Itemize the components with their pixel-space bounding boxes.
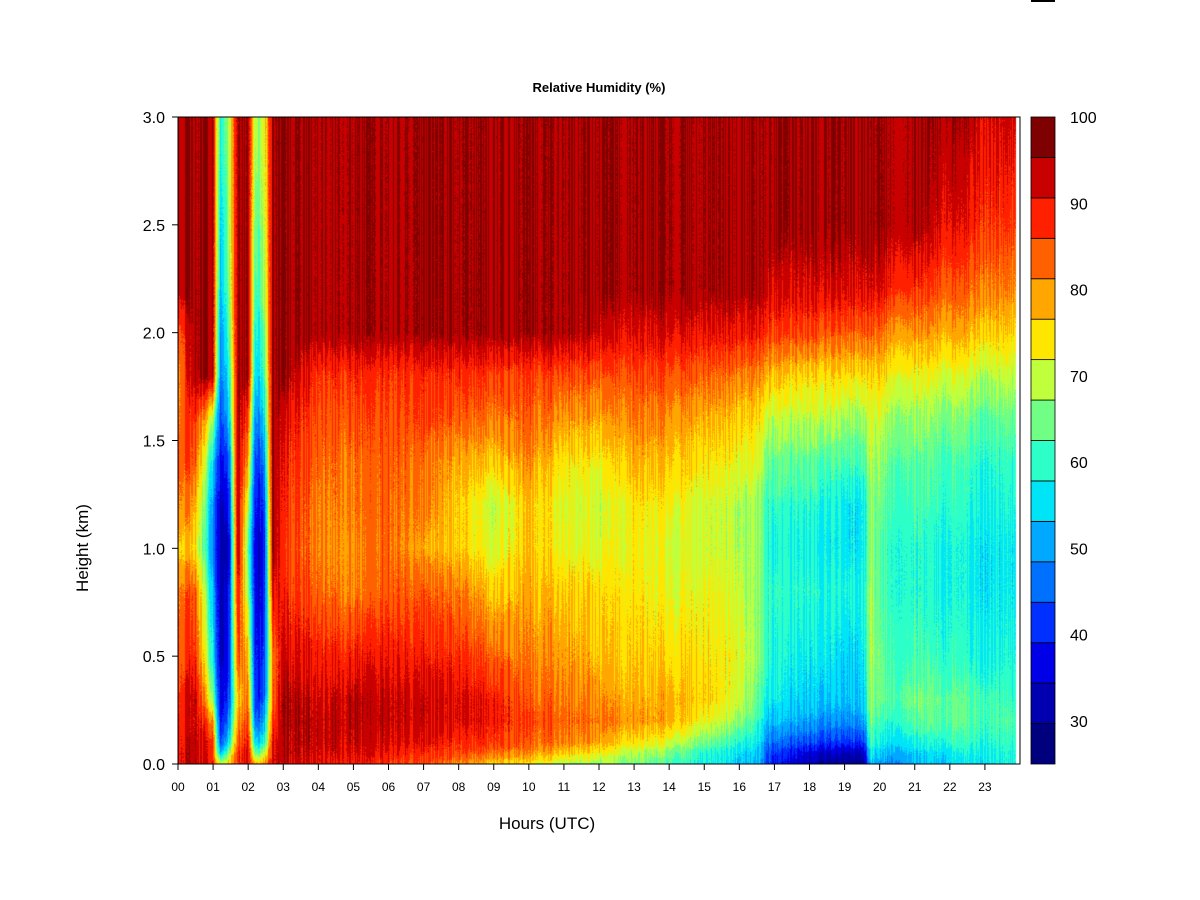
x-tick-label: 19 <box>838 780 852 794</box>
x-tick-label: 15 <box>698 780 712 794</box>
x-tick-label: 03 <box>277 780 291 794</box>
colorbar-swatch <box>1030 157 1056 199</box>
x-tick-label: 05 <box>347 780 361 794</box>
colorbar-swatch <box>1030 116 1056 158</box>
colorbar-swatch <box>1030 318 1056 361</box>
y-axis: 0.0 0.5 1.0 1.5 2.0 2.5 3.0 <box>143 110 178 774</box>
x-tick-label: 21 <box>908 780 922 794</box>
colorbar-swatch <box>1030 561 1056 603</box>
x-tick-label: 14 <box>662 780 676 794</box>
colorbar-swatch <box>1030 237 1056 280</box>
x-tick-label: 07 <box>417 780 431 794</box>
colorbar-swatch <box>1030 278 1056 320</box>
colorbar-swatch <box>1030 520 1056 563</box>
colorbar-tick-label: 90 <box>1070 196 1088 213</box>
colorbar-tick-label: 30 <box>1070 714 1088 731</box>
colorbar-swatch <box>1030 723 1056 765</box>
colorbar-tick-label: 80 <box>1070 283 1088 300</box>
chart-title: Relative Humidity (%) <box>533 80 666 95</box>
x-tick-label: 22 <box>943 780 957 794</box>
y-tick-label: 0.5 <box>143 649 165 666</box>
x-tick-label: 23 <box>978 780 992 794</box>
x-tick-label: 08 <box>452 780 466 794</box>
x-axis: 00 01 02 03 04 05 06 07 08 09 10 11 12 13 14 15 16 17 18 19… <box>171 764 992 794</box>
colorbar-swatch <box>1030 642 1056 684</box>
colorbar-swatch <box>1030 480 1056 522</box>
colorbar-swatch <box>1030 359 1056 401</box>
y-tick-label: 3.0 <box>143 110 165 127</box>
y-tick-label: 2.0 <box>143 326 165 343</box>
y-tick-label: 1.5 <box>143 434 165 451</box>
colorbar-swatch <box>1030 197 1056 239</box>
x-tick-label: 06 <box>382 780 396 794</box>
y-tick-label: 2.5 <box>143 218 165 235</box>
colorbar-swatch <box>1030 601 1056 644</box>
x-tick-label: 17 <box>768 780 782 794</box>
x-tick-label: 09 <box>487 780 501 794</box>
x-axis-label: Hours (UTC) <box>499 814 595 833</box>
y-tick-label: 1.0 <box>143 541 165 558</box>
x-tick-label: 18 <box>803 780 817 794</box>
x-tick-label: 13 <box>627 780 641 794</box>
heatmap-layer <box>178 117 1020 764</box>
x-tick-label: 10 <box>522 780 536 794</box>
corner-mark <box>1031 0 1055 2</box>
colorbar-tick-label: 60 <box>1070 455 1088 472</box>
colorbar-swatch <box>1030 399 1056 441</box>
x-tick-label: 11 <box>558 780 571 794</box>
x-tick-label: 12 <box>592 780 606 794</box>
x-tick-label: 02 <box>241 780 255 794</box>
x-tick-label: 20 <box>873 780 887 794</box>
colorbar-tick-label: 50 <box>1070 541 1088 558</box>
colorbar-tick-label: 70 <box>1070 369 1088 386</box>
heatmap-image <box>178 117 1020 764</box>
colorbar-tick-label: 100 <box>1070 110 1097 127</box>
y-tick-label: 0.0 <box>143 757 165 774</box>
x-tick-label: 16 <box>733 780 747 794</box>
colorbar-ticks: 30 40 50 60 70 80 90 100 <box>1070 110 1097 731</box>
colorbar-tick-label: 40 <box>1070 628 1088 645</box>
x-tick-label: 01 <box>206 780 220 794</box>
x-tick-label: 00 <box>171 780 185 794</box>
colorbar-swatch <box>1030 440 1056 482</box>
y-axis-label: Height (km) <box>73 504 92 592</box>
colorbar-swatch <box>1030 682 1056 724</box>
x-tick-label: 04 <box>312 780 326 794</box>
colorbar <box>1030 116 1056 765</box>
